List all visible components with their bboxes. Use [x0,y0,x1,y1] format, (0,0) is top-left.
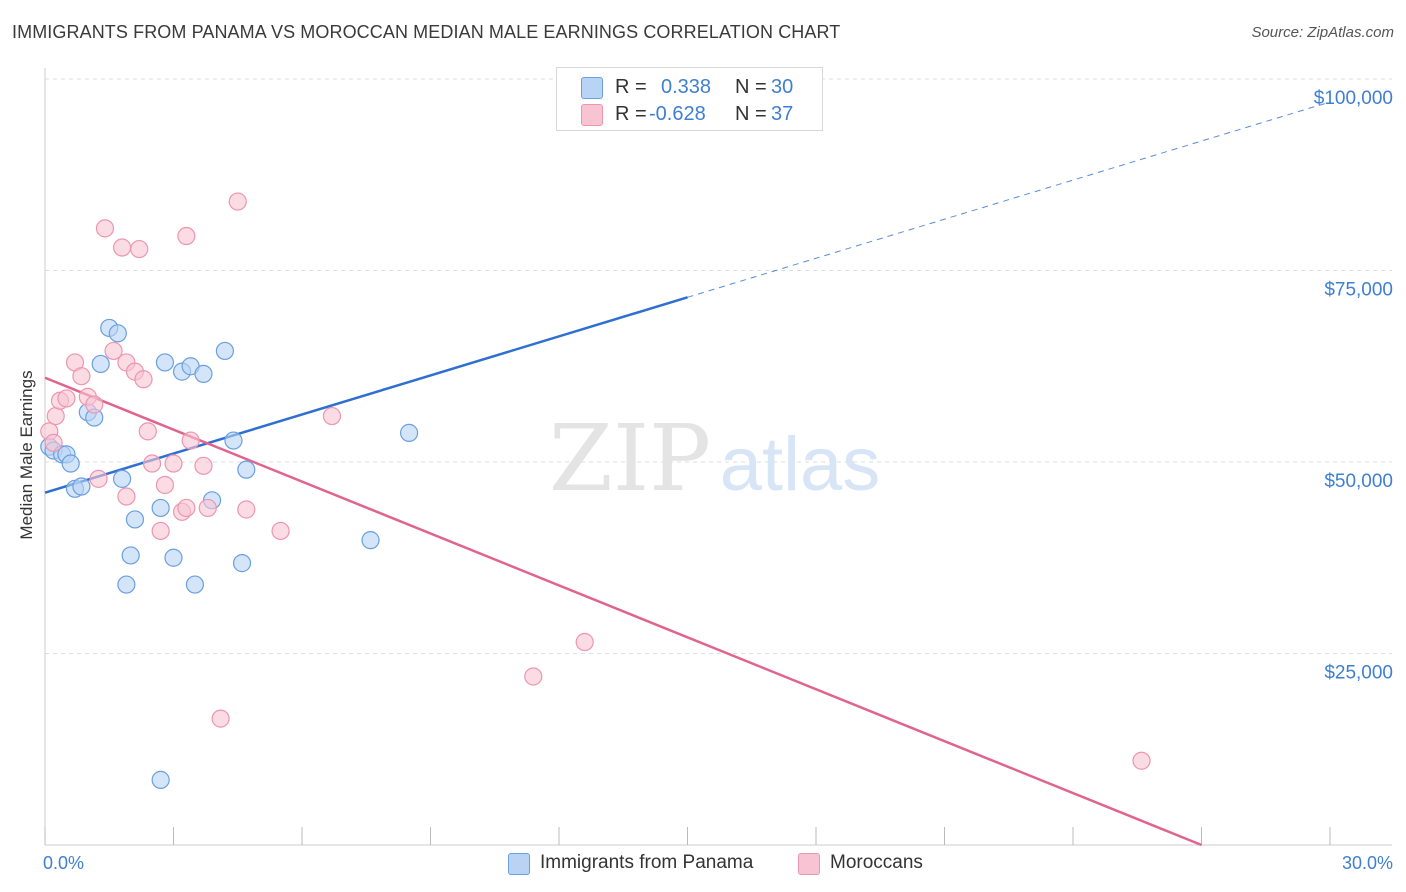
panama-point [151,770,170,789]
panama-point [125,510,145,529]
moroccans-point [575,632,594,652]
panama-point [108,324,127,343]
chart-title: IMMIGRANTS FROM PANAMA VS MOROCCAN MEDIA… [12,22,841,42]
moroccans-point [142,454,162,473]
panama-swatch [581,77,603,99]
n-label: N = [735,103,767,125]
y-tick-label: $100,000 [1314,88,1393,109]
stats-legend-row-panama: R = 0.338 N = 30 [557,74,822,102]
panama-point [194,364,213,384]
moroccans-point [104,341,123,361]
moroccans-swatch [581,104,603,126]
panama-point [215,341,234,361]
r-value: -0.628 [649,103,706,125]
moroccans-point [524,667,543,686]
panama-trend-extension [687,101,1331,298]
moroccans-legend-label: Moroccans [830,852,923,873]
moroccans-point [44,433,63,452]
moroccans-point [112,238,132,257]
moroccans-point [72,367,91,386]
watermark: ZIP atlas [549,405,880,512]
panama-point [72,477,91,496]
source-label: Source: ZipAtlas.com [1251,24,1394,41]
panama-point [232,554,252,573]
panama-legend-label: Immigrants from Panama [540,852,754,873]
moroccans-point [177,498,196,518]
panama-point [151,498,170,518]
moroccans-point [211,709,230,728]
moroccans-point [134,370,153,389]
panama-point [117,575,136,594]
panama-point [224,431,243,450]
r-value: 0.338 [661,76,712,98]
panama-point [361,531,380,550]
watermark-zip: ZIP [549,405,711,512]
moroccans-point [181,431,200,450]
moroccans-trend-line [44,376,1202,847]
r-label: R = [615,76,647,98]
moroccans-point [271,521,290,541]
moroccans-point [130,239,149,259]
stats-legend: R = 0.338 N = 30 R = -0.628 N = 37 [556,67,823,131]
moroccans-point [237,500,256,519]
moroccans-point [85,395,104,414]
y-tick-label: $25,000 [1324,663,1393,684]
panama-point [61,454,80,473]
series-legend: Immigrants from Panama Moroccans [0,852,1406,878]
moroccans-point [151,521,170,541]
panama-point [399,423,419,442]
moroccans-point [194,456,213,475]
moroccans-point [1132,751,1151,770]
panama-point [91,354,110,374]
tick-labels: $25,000 $50,000 $75,000 $100,000 0.0% 30.0% [43,88,1393,873]
y-tick-label: $50,000 [1324,471,1393,492]
y-tick-label: $75,000 [1324,280,1393,301]
x-tick-label: 0.0% [43,853,84,873]
x-tick-label: 30.0% [1342,853,1393,873]
panama-point [237,460,256,479]
moroccans-point [95,219,115,238]
panama-point [121,546,140,565]
stats-legend-row-moroccans: R = -0.628 N = 37 [557,101,822,129]
n-label: N = [735,76,767,98]
panama-legend-swatch [508,853,530,875]
moroccans-point [46,406,65,426]
panama-point [155,353,175,372]
panama-point [164,548,183,567]
n-value: 30 [771,76,794,98]
y-axis-label: Median Male Earnings [17,370,36,539]
moroccans-legend-swatch [798,853,820,875]
data-points [40,192,1151,789]
moroccans-point [89,469,108,488]
moroccans-point [155,475,175,495]
moroccans-point [198,498,217,518]
moroccans-point [57,389,76,408]
moroccans-point [177,226,196,246]
grid-lines [45,78,1392,654]
moroccans-point [138,422,157,441]
axes [44,68,1392,846]
n-value: 37 [771,103,794,125]
panama-point [185,575,205,594]
moroccans-point [228,192,247,211]
moroccans-point [117,487,136,506]
watermark-atlas: atlas [720,422,881,507]
r-label: R = [615,103,647,125]
moroccans-point [164,454,183,473]
moroccans-point [322,406,342,426]
panama-point [112,469,132,488]
